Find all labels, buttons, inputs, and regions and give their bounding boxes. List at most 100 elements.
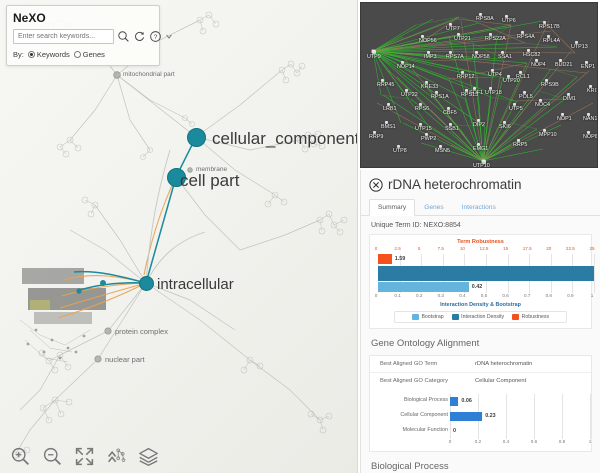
gene-node[interactable] [401, 61, 404, 64]
gene-node-hub[interactable] [372, 50, 376, 54]
legend-item-robustness[interactable]: Robustness [512, 314, 549, 320]
go-alignment-chart: Biological Process 0.06 Cellular Component… [370, 389, 591, 451]
gene-node[interactable] [421, 35, 424, 38]
zoom-in-icon[interactable] [10, 446, 31, 467]
gene-interaction-network[interactable]: UTP9 UTP10 NOP56 UTP7 RPS8A UTP6 RPS17B … [360, 2, 598, 168]
tree-node-cellular-component[interactable] [187, 128, 206, 147]
gene-node[interactable] [517, 139, 520, 142]
gene-node[interactable] [501, 51, 504, 54]
gene-node[interactable] [457, 33, 460, 36]
gene-node[interactable] [477, 143, 480, 146]
gene-node[interactable] [477, 119, 480, 122]
gene-node[interactable] [385, 121, 388, 124]
fit-screen-icon[interactable] [74, 446, 95, 467]
tab-summary[interactable]: Summary [369, 199, 416, 216]
gridline [562, 424, 563, 439]
gene-node[interactable] [465, 89, 468, 92]
search-input[interactable] [13, 29, 114, 44]
gene-node[interactable] [527, 49, 530, 52]
gene-node[interactable] [535, 59, 538, 62]
bar-value-robustness: 1.59 [394, 256, 406, 262]
legend-swatch-robustness [512, 314, 520, 320]
robustness-chart: Term Robustness 0 2.5 5 7.5 10 12.5 15 17.5 20 22… [370, 235, 595, 328]
gridline [478, 424, 479, 439]
gene-node[interactable] [585, 61, 588, 64]
chevron-down-icon[interactable] [165, 30, 173, 43]
search-icon[interactable] [117, 30, 130, 43]
tree-node-intracellular[interactable] [139, 276, 154, 291]
gene-node[interactable] [543, 129, 546, 132]
gene-node[interactable] [575, 41, 578, 44]
gene-node[interactable] [381, 79, 384, 82]
gene-node[interactable] [425, 133, 428, 136]
gene-node-hub[interactable] [482, 160, 486, 164]
gene-node[interactable] [559, 59, 562, 62]
go-bar-row: Molecular Function 0 [376, 424, 591, 439]
go-bar-biological-process[interactable] [450, 397, 459, 406]
gene-node[interactable] [505, 15, 508, 18]
gene-node[interactable] [567, 93, 570, 96]
gene-node[interactable] [425, 81, 428, 84]
gene-node[interactable] [461, 71, 464, 74]
reset-icon[interactable] [133, 30, 146, 43]
gene-node[interactable] [449, 51, 452, 54]
go-bar-cellular-component[interactable] [450, 412, 483, 421]
bar-robustness[interactable] [378, 254, 392, 264]
gene-node[interactable] [561, 113, 564, 116]
gene-node[interactable] [449, 23, 452, 26]
gene-node[interactable] [473, 87, 476, 90]
go-bar-value: 0.23 [485, 413, 496, 419]
gene-node[interactable] [491, 69, 494, 72]
gene-node[interactable] [447, 107, 450, 110]
tab-genes[interactable]: Genes [424, 204, 444, 211]
search-by-keywords-radio[interactable]: Keywords [27, 50, 70, 59]
gridline [534, 409, 535, 424]
gene-node[interactable] [475, 51, 478, 54]
gene-node[interactable] [489, 33, 492, 36]
gene-node[interactable] [589, 85, 592, 88]
go-tick: 0.4 [502, 439, 510, 444]
gene-node[interactable] [503, 121, 506, 124]
gene-node[interactable] [547, 35, 550, 38]
gene-node[interactable] [545, 79, 548, 82]
robustness-bottom-axis: 0 0.1 0.2 0.3 0.4 0.5 0.6 0.7 0.8 0.9 1 [375, 293, 594, 301]
gene-node[interactable] [405, 89, 408, 92]
gene-node[interactable] [449, 123, 452, 126]
bar-bootstrap[interactable] [378, 282, 469, 292]
ontology-tree-view[interactable]: cellular_component cell part intracellul… [0, 0, 358, 473]
gene-node[interactable] [387, 103, 390, 106]
gene-node[interactable] [587, 131, 590, 134]
layers-icon[interactable] [138, 446, 159, 467]
gene-node[interactable] [419, 103, 422, 106]
gene-node[interactable] [419, 123, 422, 126]
legend-item-bootstrap[interactable]: Bootstrap [411, 314, 444, 320]
gene-node[interactable] [479, 13, 482, 16]
gene-node[interactable] [397, 145, 400, 148]
go-bar-value: 0.06 [461, 398, 472, 404]
gene-node[interactable] [489, 87, 492, 90]
gene-node[interactable] [519, 71, 522, 74]
search-by-genes-radio[interactable]: Genes [73, 50, 105, 59]
gene-node[interactable] [507, 75, 510, 78]
gene-node[interactable] [513, 103, 516, 106]
tab-interactions[interactable]: Interactions [461, 204, 496, 211]
gene-node[interactable] [539, 99, 542, 102]
tree-node-cell-part[interactable] [167, 168, 186, 187]
legend-item-interaction-density[interactable]: Interaction Density [451, 314, 504, 320]
density-tick: 0.3 [437, 293, 444, 298]
gene-node[interactable] [523, 91, 526, 94]
biological-process-title: Biological Process [371, 461, 449, 472]
gene-node[interactable] [427, 51, 430, 54]
gene-node[interactable] [543, 21, 546, 24]
gene-node[interactable] [439, 145, 442, 148]
collapse-all-icon[interactable] [106, 446, 127, 467]
gene-node[interactable] [587, 113, 590, 116]
gene-node[interactable] [373, 131, 376, 134]
go-bar-row: Cellular Component 0.23 [376, 409, 591, 424]
close-circle-icon[interactable] [369, 177, 383, 192]
gene-node[interactable] [435, 91, 438, 94]
help-icon[interactable]: ? [149, 30, 162, 43]
bar-interaction-density[interactable] [378, 266, 594, 281]
gene-node[interactable] [521, 31, 524, 34]
zoom-out-icon[interactable] [42, 446, 63, 467]
